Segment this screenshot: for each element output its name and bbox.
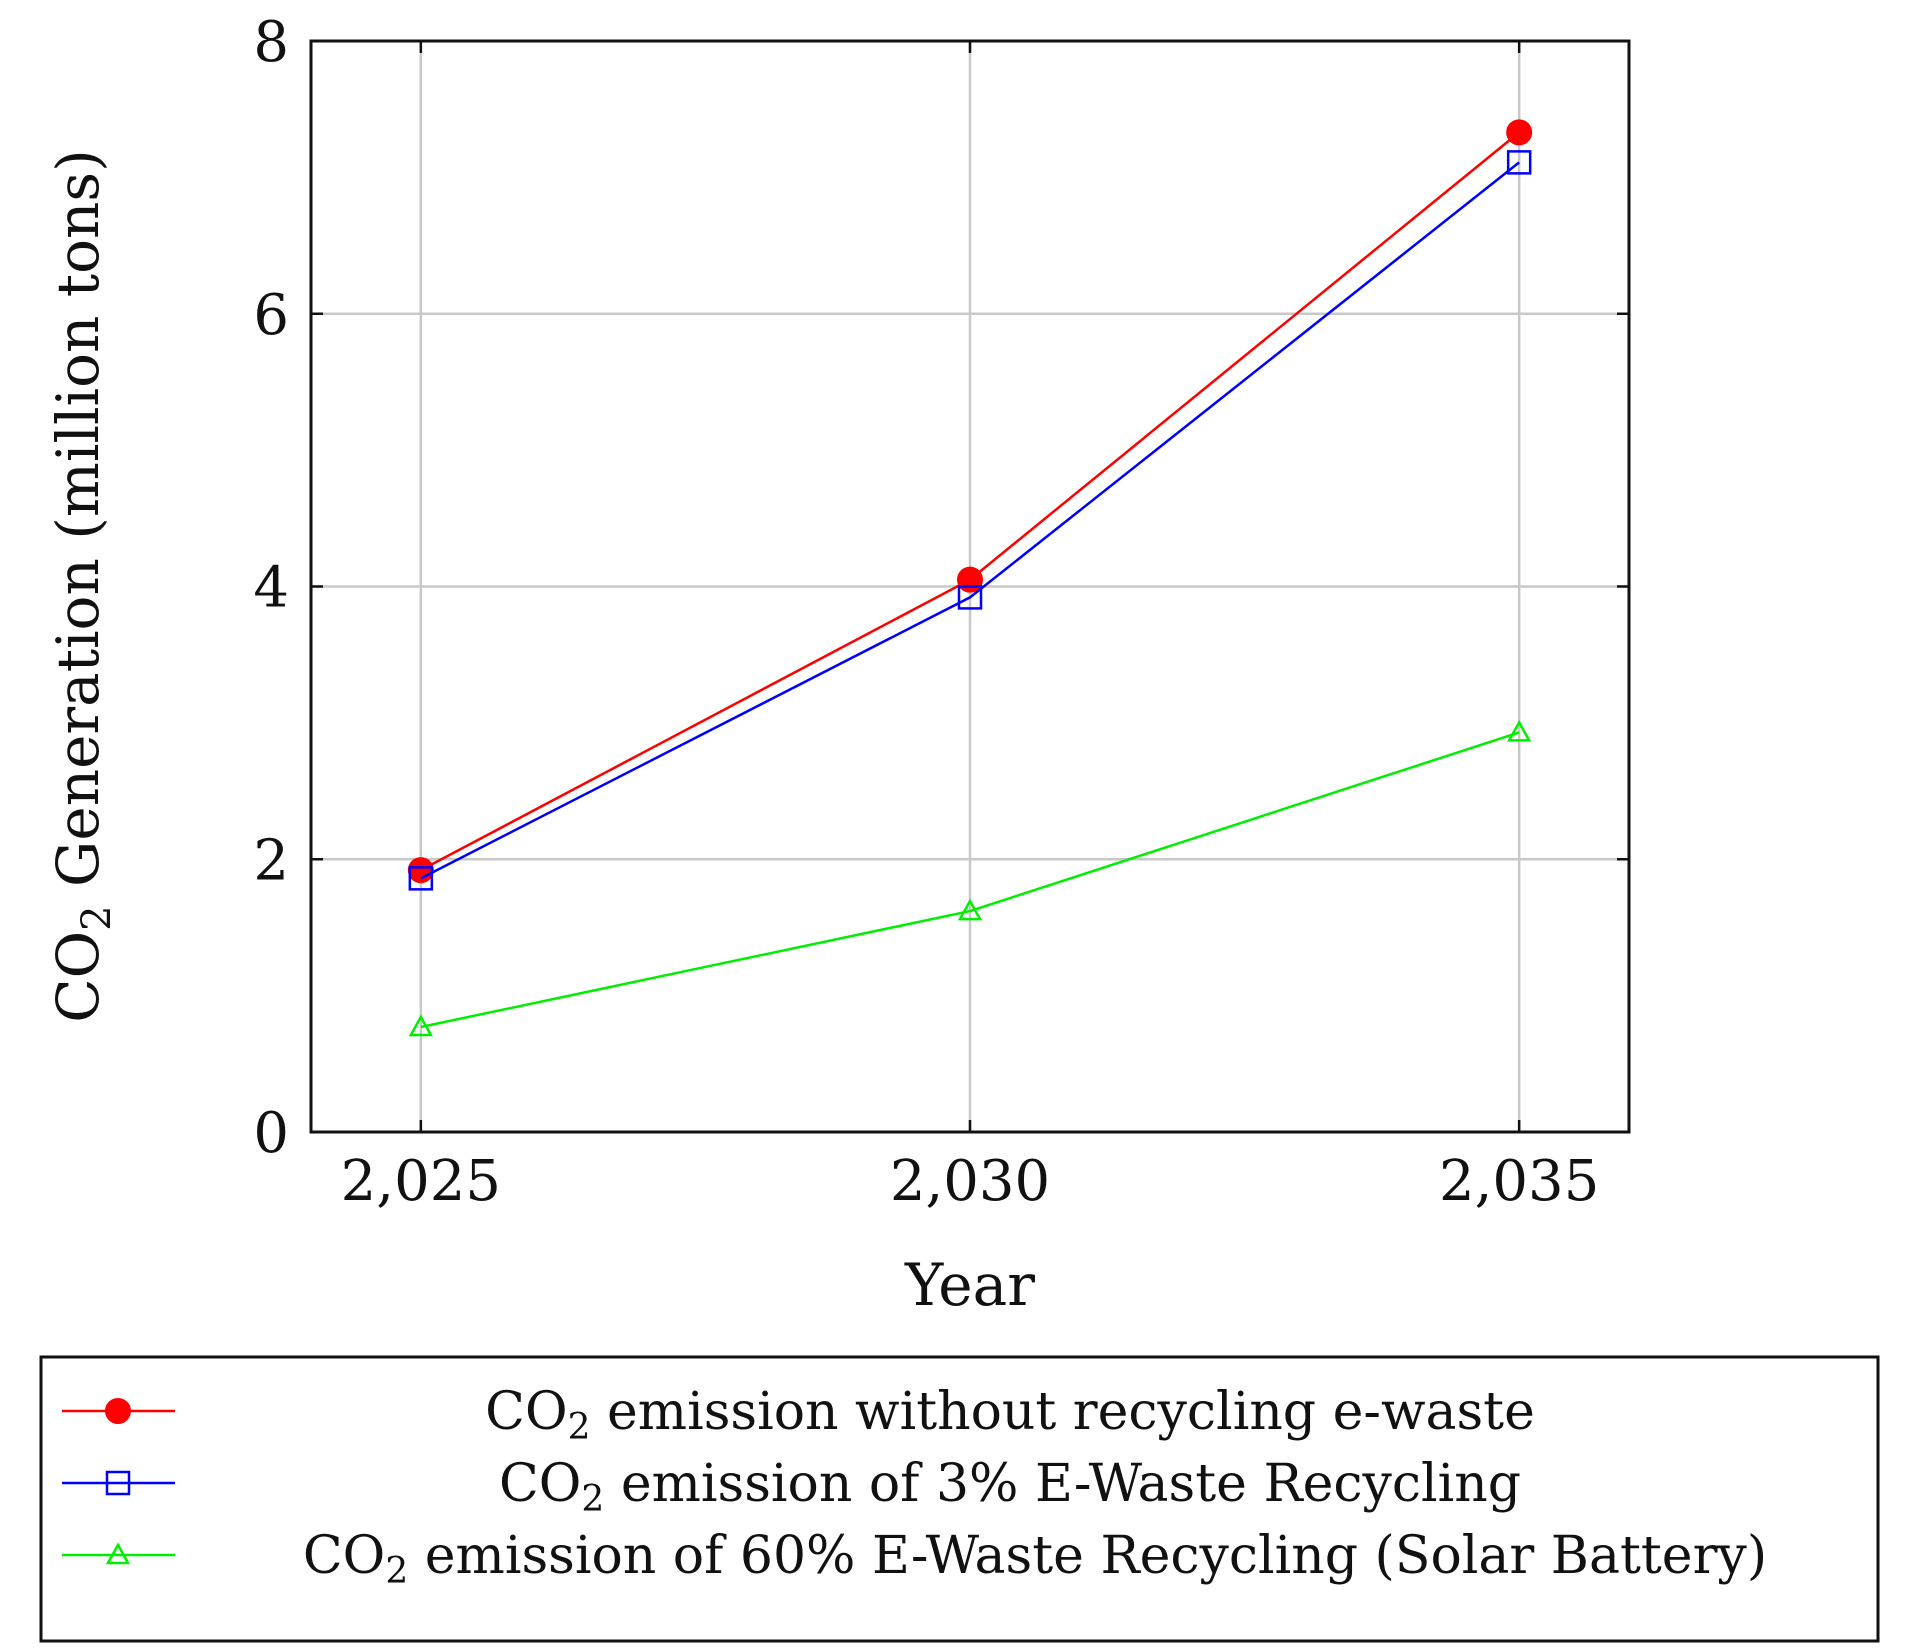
data-point-s3-2	[957, 898, 983, 921]
data-point-s1-1	[407, 857, 434, 884]
y-axis-title: CO2 Generation (million tons)	[44, 149, 120, 1023]
legend-label-subscript: 2	[568, 1407, 591, 1448]
legend-box	[39, 1355, 1880, 1643]
x-axis-title: Year	[904, 1251, 1035, 1319]
data-point-s2-1	[408, 866, 434, 891]
y-axis-title-co: CO	[44, 931, 112, 1023]
y-axis-title-subscript: 2	[74, 905, 120, 930]
data-point-s3-1	[408, 1014, 433, 1037]
y-tick-label: 8	[253, 10, 289, 75]
legend-label-rest: emission of 3% E-Waste Recycling	[604, 1454, 1521, 1514]
series-group	[407, 119, 1533, 1037]
legend-label-co: CO	[485, 1382, 567, 1442]
legend-label-co: CO	[499, 1454, 581, 1514]
y-tick-label: 0	[253, 1101, 289, 1166]
y-axis-title-rest: Generation (million tons)	[44, 149, 112, 905]
legend-label-subscript: 2	[385, 1551, 408, 1592]
data-point-s3-3	[1507, 719, 1532, 742]
data-point-s2-2	[957, 585, 983, 610]
x-tick-label: 2,025	[341, 1149, 501, 1214]
legend-label-subscript: 2	[581, 1479, 604, 1520]
series-line-2	[420, 161, 1520, 880]
y-tick-label: 2	[253, 828, 289, 893]
x-tick-label: 2,030	[890, 1149, 1050, 1214]
legend-marker-3	[105, 1542, 131, 1565]
data-point-s2-3	[1506, 150, 1532, 175]
data-point-s1-3	[1506, 119, 1533, 146]
legend-marker-1	[105, 1398, 131, 1424]
data-point-s1-2	[957, 566, 983, 593]
y-tick-label: 4	[253, 556, 289, 621]
legend-label-2: CO2 emission of 3% E-Waste Recycling	[499, 1454, 1521, 1520]
axis-ticks: 2,025 2,030 2,035 0 2 4 6 8	[253, 10, 1629, 1214]
legend-label-rest: emission without recycling e-waste	[590, 1382, 1534, 1442]
legend-label-co: CO	[303, 1526, 385, 1586]
legend-label-1: CO2 emission without recycling e-waste	[485, 1382, 1535, 1448]
legend-label-3: CO2 emission of 60% E-Waste Recycling (S…	[303, 1526, 1767, 1592]
y-tick-label: 6	[253, 283, 289, 348]
legend-label-rest: emission of 60% E-Waste Recycling (Solar…	[408, 1526, 1767, 1586]
x-tick-label: 2,035	[1439, 1149, 1599, 1214]
legend-marker-2	[105, 1470, 131, 1496]
legend: CO2 emission without recycling e-wasteCO…	[62, 1382, 1767, 1592]
series-line-3	[420, 731, 1520, 1029]
